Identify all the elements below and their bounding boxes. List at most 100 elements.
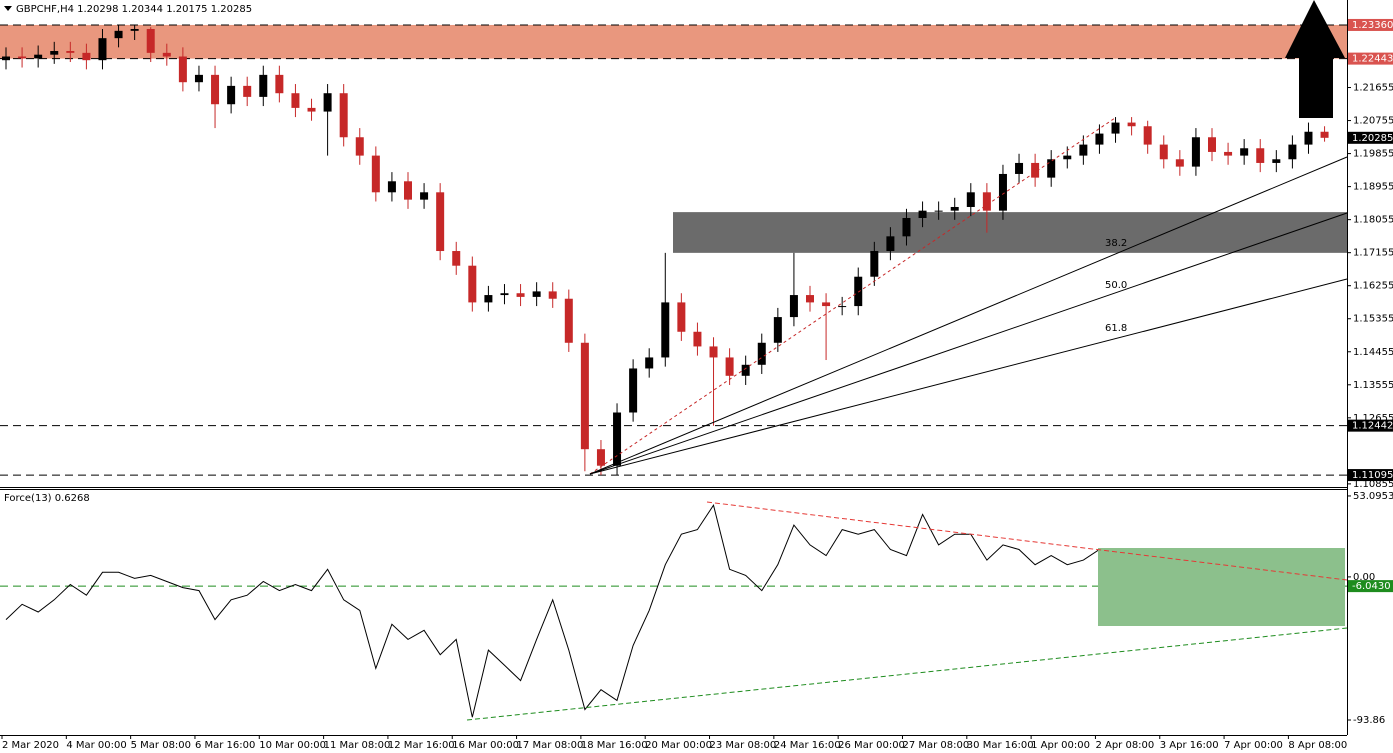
candle-body xyxy=(1127,122,1136,127)
x-tick-label: 26 Mar 00:00 xyxy=(838,740,905,751)
candle-body xyxy=(838,306,847,308)
candle-body xyxy=(484,295,493,303)
y-tick-label: 1.12655 xyxy=(1353,413,1393,424)
fan-line xyxy=(589,212,1348,475)
candle-body xyxy=(114,30,123,39)
price-tag-label: 1.11095 xyxy=(1352,470,1393,481)
candle-body xyxy=(404,181,412,200)
candle-body xyxy=(1304,131,1313,145)
candle-body xyxy=(275,74,284,94)
fib-base-line xyxy=(589,117,1116,475)
candle-body xyxy=(194,74,203,83)
candle-body xyxy=(259,74,268,97)
candle-body xyxy=(789,295,798,318)
x-tick-label: 2 Mar 2020 xyxy=(2,740,59,751)
candle-body xyxy=(854,276,863,307)
candle-body xyxy=(130,28,139,31)
candle-body xyxy=(918,210,927,218)
candle-body xyxy=(1272,159,1281,163)
candle-body xyxy=(1079,144,1088,156)
x-tick-label: 11 Mar 08:00 xyxy=(324,740,391,751)
candle-body xyxy=(564,298,573,343)
candle-body xyxy=(420,192,429,200)
x-tick-label: 10 Mar 00:00 xyxy=(259,740,326,751)
candle-body xyxy=(822,302,831,307)
candle-body xyxy=(725,357,734,376)
candle-body xyxy=(1320,131,1329,138)
candle-body xyxy=(323,93,332,112)
candle-body xyxy=(1224,151,1233,156)
candle-body xyxy=(1288,144,1297,160)
x-tick-label: 16 Mar 00:00 xyxy=(452,740,519,751)
price-tag xyxy=(1348,469,1393,482)
x-tick-label: 8 Apr 08:00 xyxy=(1288,740,1347,751)
x-tick-label: 6 Mar 16:00 xyxy=(195,740,255,751)
y-tick-label: -93.86 xyxy=(1353,715,1385,726)
candle-body xyxy=(291,93,300,108)
candle-body xyxy=(82,52,91,61)
y-tick-label: 1.16255 xyxy=(1353,281,1393,292)
x-tick-label: 30 Mar 16:00 xyxy=(967,740,1034,751)
y-tick-label: 1.17155 xyxy=(1353,248,1393,259)
x-tick-label: 4 Mar 00:00 xyxy=(66,740,126,751)
candle-body xyxy=(146,28,155,53)
x-tick-label: 3 Apr 16:00 xyxy=(1160,740,1219,751)
candle-body xyxy=(34,54,43,59)
fan-line xyxy=(589,156,1348,475)
x-tick-label: 23 Mar 08:00 xyxy=(710,740,777,751)
candle-body xyxy=(1143,126,1152,145)
force-support-line xyxy=(466,627,1348,721)
x-tick-label: 18 Mar 16:00 xyxy=(581,740,648,751)
chart-title: GBPCHF,H4 1.20298 1.20344 1.20175 1.2028… xyxy=(16,4,252,15)
indicator-title: Force(13) 0.6268 xyxy=(4,493,90,504)
zone xyxy=(673,212,1347,253)
y-tick-label: 1.10855 xyxy=(1353,479,1393,490)
y-tick-label: 53.0953 xyxy=(1353,491,1393,502)
x-tick-label: 17 Mar 08:00 xyxy=(517,740,584,751)
x-tick-label: 20 Mar 00:00 xyxy=(645,740,712,751)
candle-body xyxy=(2,56,10,61)
candle-body xyxy=(371,155,380,193)
x-tick-label: 7 Apr 00:00 xyxy=(1224,740,1283,751)
candle-body xyxy=(757,342,766,365)
y-tick-label: 1.18955 xyxy=(1353,182,1393,193)
price-tag-label: 1.23360 xyxy=(1352,20,1393,31)
x-tick-label: 24 Mar 16:00 xyxy=(774,740,841,751)
candle-body xyxy=(436,192,445,252)
candle-body xyxy=(1031,162,1040,178)
candle-body xyxy=(629,368,638,413)
up-arrow xyxy=(1285,0,1345,118)
candle-body xyxy=(178,56,187,83)
candle-body xyxy=(227,85,236,105)
candle-body xyxy=(596,449,605,466)
y-tick-label: 0.00 xyxy=(1353,572,1375,583)
candle-body xyxy=(516,293,525,297)
y-tick-label: 1.14455 xyxy=(1353,347,1393,358)
candle-body xyxy=(18,56,27,59)
candle-body xyxy=(548,291,557,299)
fan-line xyxy=(589,278,1348,475)
candle-body xyxy=(982,192,991,211)
y-tick-label: 1.13555 xyxy=(1353,380,1393,391)
candle-body xyxy=(886,236,895,252)
x-tick-label: 1 Apr 00:00 xyxy=(1031,740,1090,751)
candle-body xyxy=(66,51,75,53)
candle-body xyxy=(998,173,1007,211)
fib-label: 38.2 xyxy=(1105,238,1127,249)
price-tag xyxy=(1348,18,1393,31)
candle-body xyxy=(709,346,718,358)
candle-body xyxy=(741,364,750,376)
candle-body xyxy=(1175,159,1184,167)
fib-label: 50.0 xyxy=(1105,280,1127,291)
candle-body xyxy=(677,302,686,332)
indicator-zone xyxy=(1098,548,1345,626)
candle-body xyxy=(806,295,814,303)
candle-body xyxy=(773,317,782,343)
candle-body xyxy=(243,85,252,97)
candle-body xyxy=(1159,144,1168,160)
candle-body xyxy=(1208,137,1216,152)
y-tick-label: 1.18055 xyxy=(1353,215,1393,226)
y-tick-label: 1.20755 xyxy=(1353,116,1393,127)
